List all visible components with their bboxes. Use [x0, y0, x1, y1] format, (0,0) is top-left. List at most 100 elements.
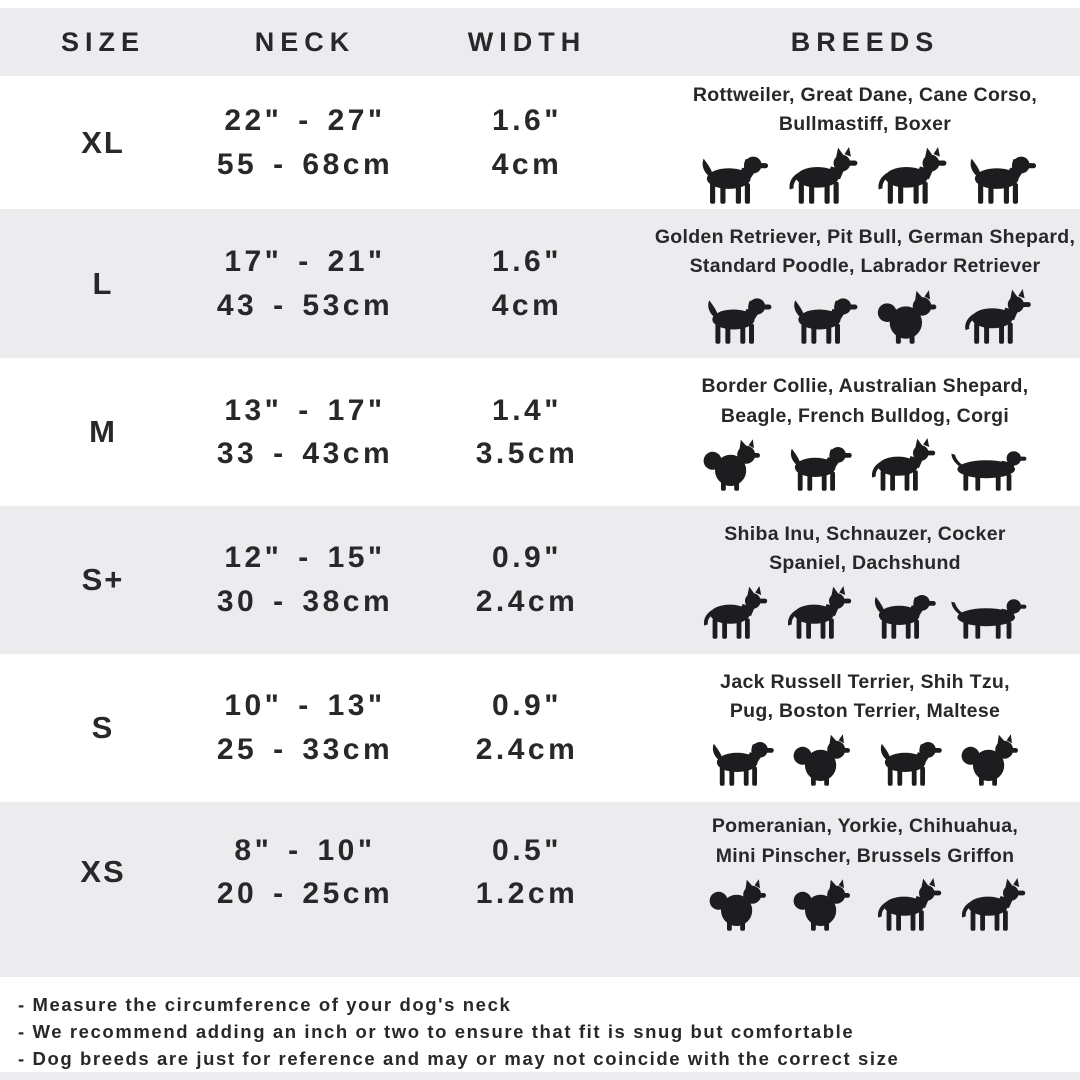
width-centimeters: 2.4cm — [475, 732, 579, 766]
breeds-text: Jack Russell Terrier, Shih Tzu, Pug, Bos… — [720, 668, 1010, 727]
mini-pinscher-icon — [955, 878, 1027, 932]
neck-centimeters: 30 - 38cm — [216, 584, 394, 618]
neck-inches: 12" - 15" — [224, 541, 386, 575]
german-shepard-icon — [958, 289, 1033, 345]
width-value: 0.5" 1.2cm — [404, 829, 650, 916]
breeds-cell: Golden Retriever, Pit Bull, German Shepa… — [650, 223, 1080, 345]
neck-range: 22" - 27" 55 - 68cm — [206, 99, 404, 186]
column-header-breeds: BREEDS — [790, 26, 940, 57]
neck-centimeters: 43 - 53cm — [216, 288, 394, 322]
bottom-margin — [0, 1072, 1080, 1080]
australian-shepard-icon — [697, 438, 769, 492]
neck-inches: 10" - 13" — [224, 689, 386, 723]
width-value: 0.9" 2.4cm — [404, 536, 650, 623]
rottweiler-icon — [692, 147, 769, 205]
cocker-spaniel-icon — [865, 586, 937, 640]
dog-silhouettes — [697, 586, 1033, 640]
neck-range: 8" - 10" 20 - 25cm — [206, 829, 404, 916]
dog-silhouettes — [703, 878, 1027, 932]
dachshund-icon — [949, 586, 1033, 640]
breeds-cell: Rottweiler, Great Dane, Cane Corso, Bull… — [650, 81, 1080, 205]
note-measure: - Measure the circumference of your dog'… — [18, 993, 512, 1015]
breeds-line: Beagle, French Bulldog, Corgi — [720, 404, 1010, 427]
shih-tzu-icon — [787, 733, 859, 787]
note-recommend: - We recommend adding an inch or two to … — [18, 1020, 855, 1042]
breeds-line: Spaniel, Dachshund — [769, 552, 961, 575]
maltese-icon — [955, 733, 1027, 787]
table-row-s-plus: S+ 12" - 15" 30 - 38cm 0.9" 2.4cm Shiba … — [0, 506, 1080, 654]
breeds-text: Border Collie, Australian Shepard, Beagl… — [702, 372, 1029, 431]
neck-range: 13" - 17" 33 - 43cm — [206, 389, 404, 476]
golden-retriever-icon — [698, 289, 773, 345]
breeds-text: Pomeranian, Yorkie, Chihuahua, Mini Pins… — [712, 812, 1018, 871]
breeds-line: Mini Pinscher, Brussels Griffon — [715, 844, 1015, 867]
column-header-neck: NECK — [254, 26, 356, 57]
bullmastiff-icon — [960, 147, 1037, 205]
note-reference: - Dog breeds are just for reference and … — [18, 1047, 900, 1069]
dog-silhouettes — [697, 438, 1033, 492]
corgi-icon — [949, 438, 1033, 492]
breeds-text: Rottweiler, Great Dane, Cane Corso, Bull… — [693, 81, 1037, 140]
breeds-line: Jack Russell Terrier, Shih Tzu, — [720, 670, 1010, 693]
french-bulldog-icon — [865, 438, 937, 492]
breeds-line: Border Collie, Australian Shepard, — [701, 375, 1029, 398]
neck-inches: 17" - 21" — [224, 245, 386, 279]
width-inches: 1.6" — [492, 104, 562, 138]
neck-range: 12" - 15" 30 - 38cm — [206, 536, 404, 623]
size-label: M — [89, 414, 117, 450]
width-value: 1.4" 3.5cm — [404, 389, 650, 476]
width-value: 0.9" 2.4cm — [404, 684, 650, 771]
width-centimeters: 4cm — [491, 288, 563, 322]
beagle-icon — [781, 438, 853, 492]
width-inches: 1.4" — [492, 393, 562, 427]
breeds-cell: Shiba Inu, Schnauzer, Cocker Spaniel, Da… — [650, 520, 1080, 640]
shiba-inu-icon — [697, 586, 769, 640]
breeds-line: Bullmastiff, Boxer — [778, 113, 952, 136]
pomeranian-icon — [703, 878, 775, 932]
width-inches: 0.9" — [492, 689, 562, 723]
column-header-size: SIZE — [60, 26, 145, 57]
footer-notes: - Measure the circumference of your dog'… — [0, 976, 1080, 1073]
neck-inches: 22" - 27" — [224, 104, 386, 138]
size-label: S — [91, 709, 115, 745]
jack-russell-terrier-icon — [703, 733, 775, 787]
standard-poodle-icon — [871, 289, 946, 345]
width-centimeters: 3.5cm — [475, 437, 579, 471]
neck-centimeters: 55 - 68cm — [216, 147, 394, 181]
breeds-line: Shiba Inu, Schnauzer, Cocker — [724, 523, 1006, 546]
breeds-line: Rottweiler, Great Dane, Cane Corso, — [692, 84, 1038, 107]
size-label: XS — [80, 854, 126, 890]
dog-silhouettes — [692, 147, 1037, 205]
table-row-m: M 13" - 17" 33 - 43cm 1.4" 3.5cm Border … — [0, 358, 1080, 507]
dog-silhouettes — [703, 733, 1027, 787]
breeds-text: Shiba Inu, Schnauzer, Cocker Spaniel, Da… — [724, 520, 1005, 579]
neck-range: 17" - 21" 43 - 53cm — [206, 240, 404, 327]
breeds-cell: Border Collie, Australian Shepard, Beagl… — [650, 372, 1080, 492]
neck-centimeters: 33 - 43cm — [216, 437, 394, 471]
width-value: 1.6" 4cm — [404, 99, 650, 186]
breeds-line: Golden Retriever, Pit Bull, German Shepa… — [654, 226, 1076, 249]
table-row-xl: XL 22" - 27" 55 - 68cm 1.6" 4cm Rottweil… — [0, 76, 1080, 210]
column-header-width: WIDTH — [467, 26, 587, 57]
neck-centimeters: 25 - 33cm — [216, 732, 394, 766]
yorkie-icon — [787, 878, 859, 932]
size-label: XL — [81, 124, 125, 160]
pug-icon — [871, 733, 943, 787]
table-header-row: SIZE NECK WIDTH BREEDS — [0, 7, 1080, 77]
width-value: 1.6" 4cm — [404, 240, 650, 327]
breeds-text: Golden Retriever, Pit Bull, German Shepa… — [655, 223, 1075, 282]
cane-corso-icon — [871, 147, 948, 205]
neck-range: 10" - 13" 25 - 33cm — [206, 684, 404, 771]
top-margin — [0, 0, 1080, 8]
width-inches: 0.5" — [492, 833, 562, 867]
breeds-line: Pug, Boston Terrier, Maltese — [729, 700, 1001, 723]
neck-inches: 8" - 10" — [234, 833, 376, 867]
chihuahua-icon — [871, 878, 943, 932]
dog-silhouettes — [698, 289, 1033, 345]
size-label: L — [92, 265, 114, 301]
table-row-xs: XS 8" - 10" 20 - 25cm 0.5" 1.2cm Pomeran… — [0, 801, 1080, 977]
breeds-cell: Jack Russell Terrier, Shih Tzu, Pug, Bos… — [650, 668, 1080, 788]
width-inches: 0.9" — [492, 541, 562, 575]
breeds-cell: Pomeranian, Yorkie, Chihuahua, Mini Pins… — [650, 812, 1080, 932]
